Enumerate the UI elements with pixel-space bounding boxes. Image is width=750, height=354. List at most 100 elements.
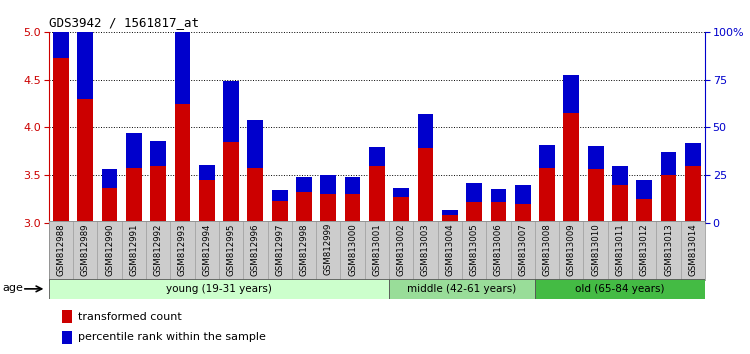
- Bar: [194, 221, 219, 280]
- Text: GSM813009: GSM813009: [567, 223, 576, 276]
- Bar: [150, 166, 166, 223]
- Bar: [389, 279, 535, 299]
- Bar: [316, 221, 340, 280]
- Bar: [224, 81, 239, 142]
- Bar: [490, 189, 506, 202]
- Bar: [539, 145, 555, 167]
- Bar: [122, 221, 146, 280]
- Bar: [248, 167, 263, 223]
- Text: GSM813012: GSM813012: [640, 223, 649, 276]
- Bar: [535, 279, 705, 299]
- Bar: [656, 221, 681, 280]
- Bar: [612, 185, 628, 223]
- Bar: [170, 221, 194, 280]
- Bar: [393, 188, 409, 197]
- Bar: [442, 210, 458, 215]
- Bar: [418, 148, 434, 223]
- Text: old (65-84 years): old (65-84 years): [575, 284, 664, 294]
- Text: GSM813002: GSM813002: [397, 223, 406, 276]
- Text: GSM812995: GSM812995: [226, 223, 236, 275]
- Bar: [560, 221, 584, 280]
- Bar: [685, 143, 700, 166]
- Bar: [101, 188, 118, 223]
- Text: GSM813011: GSM813011: [616, 223, 625, 276]
- Bar: [369, 166, 385, 223]
- Text: GSM813001: GSM813001: [372, 223, 381, 276]
- Bar: [49, 221, 73, 280]
- Bar: [442, 215, 458, 223]
- Text: GSM812994: GSM812994: [202, 223, 211, 275]
- Bar: [588, 169, 604, 223]
- Bar: [53, 0, 69, 58]
- Bar: [98, 221, 122, 280]
- Bar: [320, 175, 336, 194]
- Text: GSM813010: GSM813010: [591, 223, 600, 276]
- Bar: [369, 147, 385, 166]
- Bar: [126, 133, 142, 167]
- Text: GSM812998: GSM812998: [299, 223, 308, 275]
- Text: GSM813004: GSM813004: [446, 223, 454, 276]
- Bar: [632, 221, 656, 280]
- Bar: [535, 221, 560, 280]
- Bar: [612, 166, 628, 185]
- Text: GSM813006: GSM813006: [494, 223, 503, 276]
- Bar: [320, 194, 336, 223]
- Bar: [268, 221, 292, 280]
- Text: GSM812989: GSM812989: [81, 223, 90, 275]
- Text: GSM813000: GSM813000: [348, 223, 357, 276]
- Text: GSM813013: GSM813013: [664, 223, 673, 276]
- Bar: [588, 145, 604, 169]
- Text: GSM812993: GSM812993: [178, 223, 187, 275]
- Bar: [462, 221, 486, 280]
- Bar: [73, 221, 98, 280]
- Bar: [438, 221, 462, 280]
- Bar: [199, 180, 214, 223]
- Bar: [296, 193, 312, 223]
- Bar: [413, 221, 438, 280]
- Bar: [466, 202, 482, 223]
- Bar: [101, 169, 118, 188]
- Bar: [77, 99, 93, 223]
- Bar: [539, 167, 555, 223]
- Text: percentile rank within the sample: percentile rank within the sample: [78, 332, 266, 342]
- Bar: [636, 199, 652, 223]
- Bar: [292, 221, 316, 280]
- Bar: [466, 183, 482, 202]
- Bar: [340, 221, 364, 280]
- Text: GSM812996: GSM812996: [251, 223, 260, 275]
- Bar: [49, 279, 389, 299]
- Bar: [511, 221, 535, 280]
- Text: GSM813014: GSM813014: [688, 223, 698, 276]
- Bar: [661, 175, 676, 223]
- Text: GDS3942 / 1561817_at: GDS3942 / 1561817_at: [49, 16, 199, 29]
- Bar: [681, 221, 705, 280]
- Text: GSM812988: GSM812988: [56, 223, 65, 276]
- Bar: [345, 177, 361, 194]
- Text: young (19-31 years): young (19-31 years): [166, 284, 272, 294]
- Bar: [490, 202, 506, 223]
- Bar: [199, 165, 214, 180]
- Text: GSM813005: GSM813005: [470, 223, 478, 276]
- Bar: [389, 221, 413, 280]
- Text: middle (42-61 years): middle (42-61 years): [407, 284, 517, 294]
- Bar: [563, 75, 579, 113]
- Bar: [418, 114, 434, 148]
- Bar: [62, 310, 72, 323]
- Bar: [584, 221, 608, 280]
- Text: GSM812992: GSM812992: [154, 223, 163, 275]
- Text: GSM813003: GSM813003: [421, 223, 430, 276]
- Bar: [272, 190, 287, 201]
- Bar: [661, 152, 676, 175]
- Bar: [126, 167, 142, 223]
- Text: GSM812999: GSM812999: [324, 223, 333, 275]
- Bar: [636, 180, 652, 199]
- Bar: [243, 221, 268, 280]
- Text: transformed count: transformed count: [78, 312, 182, 322]
- Bar: [150, 141, 166, 166]
- Text: age: age: [2, 283, 23, 293]
- Text: GSM812991: GSM812991: [129, 223, 138, 275]
- Bar: [77, 13, 93, 99]
- Bar: [296, 177, 312, 193]
- Bar: [393, 197, 409, 223]
- Text: GSM812990: GSM812990: [105, 223, 114, 275]
